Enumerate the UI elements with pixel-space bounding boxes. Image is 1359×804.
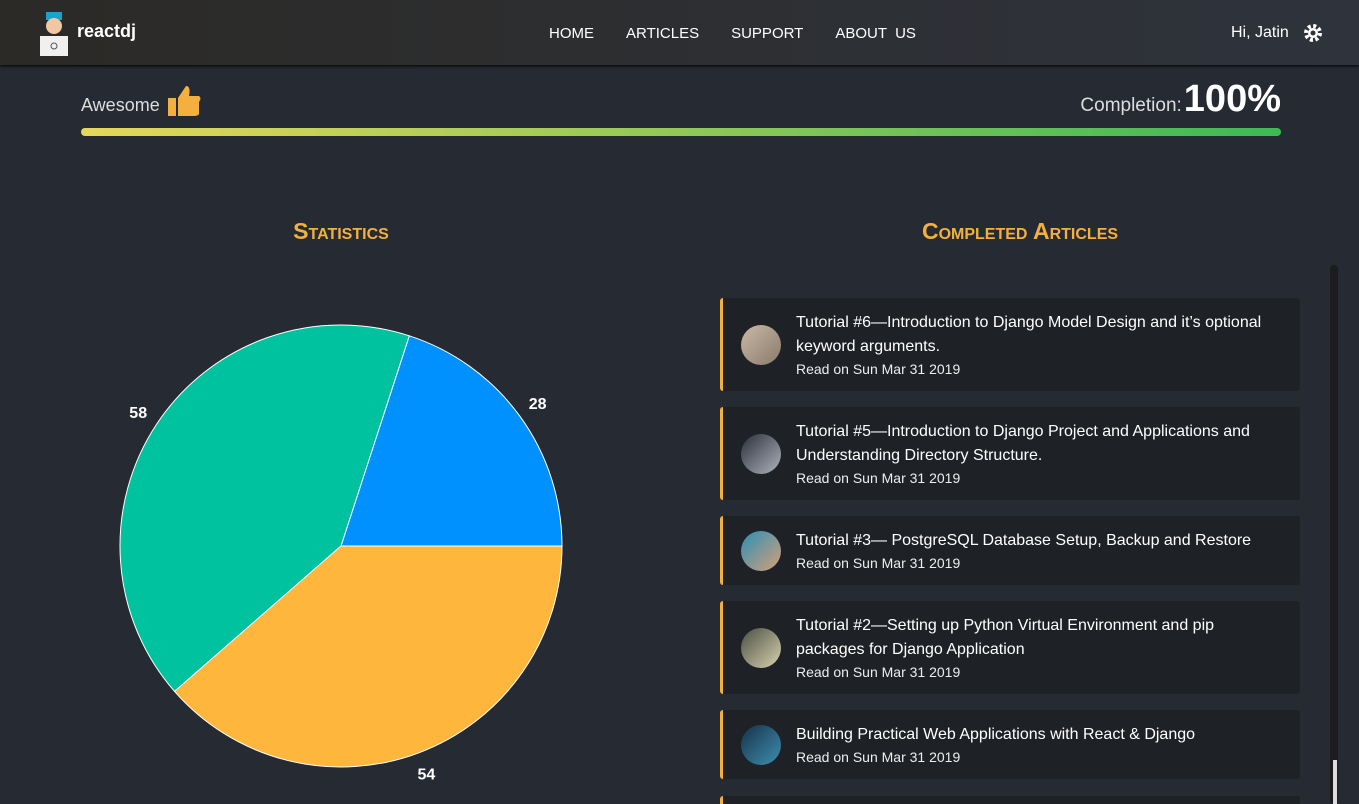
completion-value: 100% xyxy=(1183,78,1281,120)
nav-link[interactable]: HOME xyxy=(549,25,594,42)
stats-title: Statistics xyxy=(293,218,389,244)
article-date: Read on Sun Mar 31 2019 xyxy=(796,470,961,486)
nav-link[interactable]: SUPPORT xyxy=(731,25,804,42)
article-card[interactable]: Tutorial #3— PostgreSQL Database Setup, … xyxy=(720,516,1300,585)
scrollbar-thumb[interactable] xyxy=(1333,760,1337,804)
status-text: Awesome xyxy=(81,95,160,115)
completion: Completion: 100% xyxy=(1080,78,1281,121)
thumbs-up-icon xyxy=(168,86,201,116)
slice-label: 28 xyxy=(529,396,547,413)
navbar: reactdj HOME ARTICLES SUPPORT ABOUT US H… xyxy=(0,0,1359,65)
greeting[interactable]: Hi, Jatin xyxy=(1231,24,1289,41)
progress-fill xyxy=(81,128,1281,136)
slice-label: 54 xyxy=(417,767,435,784)
article-text: Tutorial #2—Setting up Python Virtual En… xyxy=(796,614,1276,682)
nav-links: HOME ARTICLES SUPPORT ABOUT US xyxy=(549,25,916,42)
article-card[interactable]: Building Practical Web Applications with… xyxy=(720,710,1300,779)
completion-label: Completion: xyxy=(1080,95,1182,116)
article-title[interactable]: Building Practical Web Applications with… xyxy=(796,726,1196,743)
pie-slice xyxy=(173,545,563,768)
article-text: Building Practical Web Applications with… xyxy=(796,723,1276,767)
article-card[interactable]: Tutorial #5—Introduction to Django Proje… xyxy=(720,407,1300,500)
article-date: Read on Sun Mar 31 2019 xyxy=(796,555,961,571)
scrollbar xyxy=(1330,265,1338,804)
article-text: Tutorial #3— PostgreSQL Database Setup, … xyxy=(796,529,1276,573)
article-title[interactable]: Tutorial #6—Introduction to Django Model… xyxy=(796,314,1262,355)
article-card[interactable]: Tutorial #6—Introduction to Django Model… xyxy=(720,298,1300,391)
articles-title: Completed Articles xyxy=(921,218,1119,244)
progress-track xyxy=(81,128,1281,136)
pie-slice xyxy=(119,324,410,693)
slice-label: 58 xyxy=(129,405,147,422)
article-thumbnail xyxy=(741,627,781,668)
article-card[interactable]: Tutorial #2—Setting up Python Virtual En… xyxy=(720,601,1300,694)
article-date: Read on Sun Mar 31 2019 xyxy=(796,361,961,377)
nav-link[interactable]: ARTICLES xyxy=(626,25,700,42)
brand[interactable]: reactdj xyxy=(77,21,137,41)
article-text: Tutorial #5—Introduction to Django Proje… xyxy=(796,420,1276,488)
pie-slice xyxy=(340,335,563,547)
nav-link[interactable]: ABOUT US xyxy=(835,25,916,42)
article-date: Read on Sun Mar 31 2019 xyxy=(796,664,961,680)
settings-icon[interactable] xyxy=(1303,23,1323,43)
article-title[interactable]: Tutorial #2—Setting up Python Virtual En… xyxy=(796,617,1215,658)
article-title[interactable]: Tutorial #5—Introduction to Django Proje… xyxy=(796,423,1250,464)
article-title[interactable]: Tutorial #3— PostgreSQL Database Setup, … xyxy=(796,532,1252,549)
article-card[interactable] xyxy=(720,796,1300,804)
logo[interactable] xyxy=(38,10,70,58)
article-thumbnail xyxy=(741,530,781,571)
article-thumbnail xyxy=(741,724,781,765)
article-text: Tutorial #6—Introduction to Django Model… xyxy=(796,311,1276,379)
article-thumbnail xyxy=(741,324,781,365)
article-date: Read on Sun Mar 31 2019 xyxy=(796,749,961,765)
pie-chart: 28 58 54 xyxy=(119,324,563,784)
article-thumbnail xyxy=(741,433,781,474)
